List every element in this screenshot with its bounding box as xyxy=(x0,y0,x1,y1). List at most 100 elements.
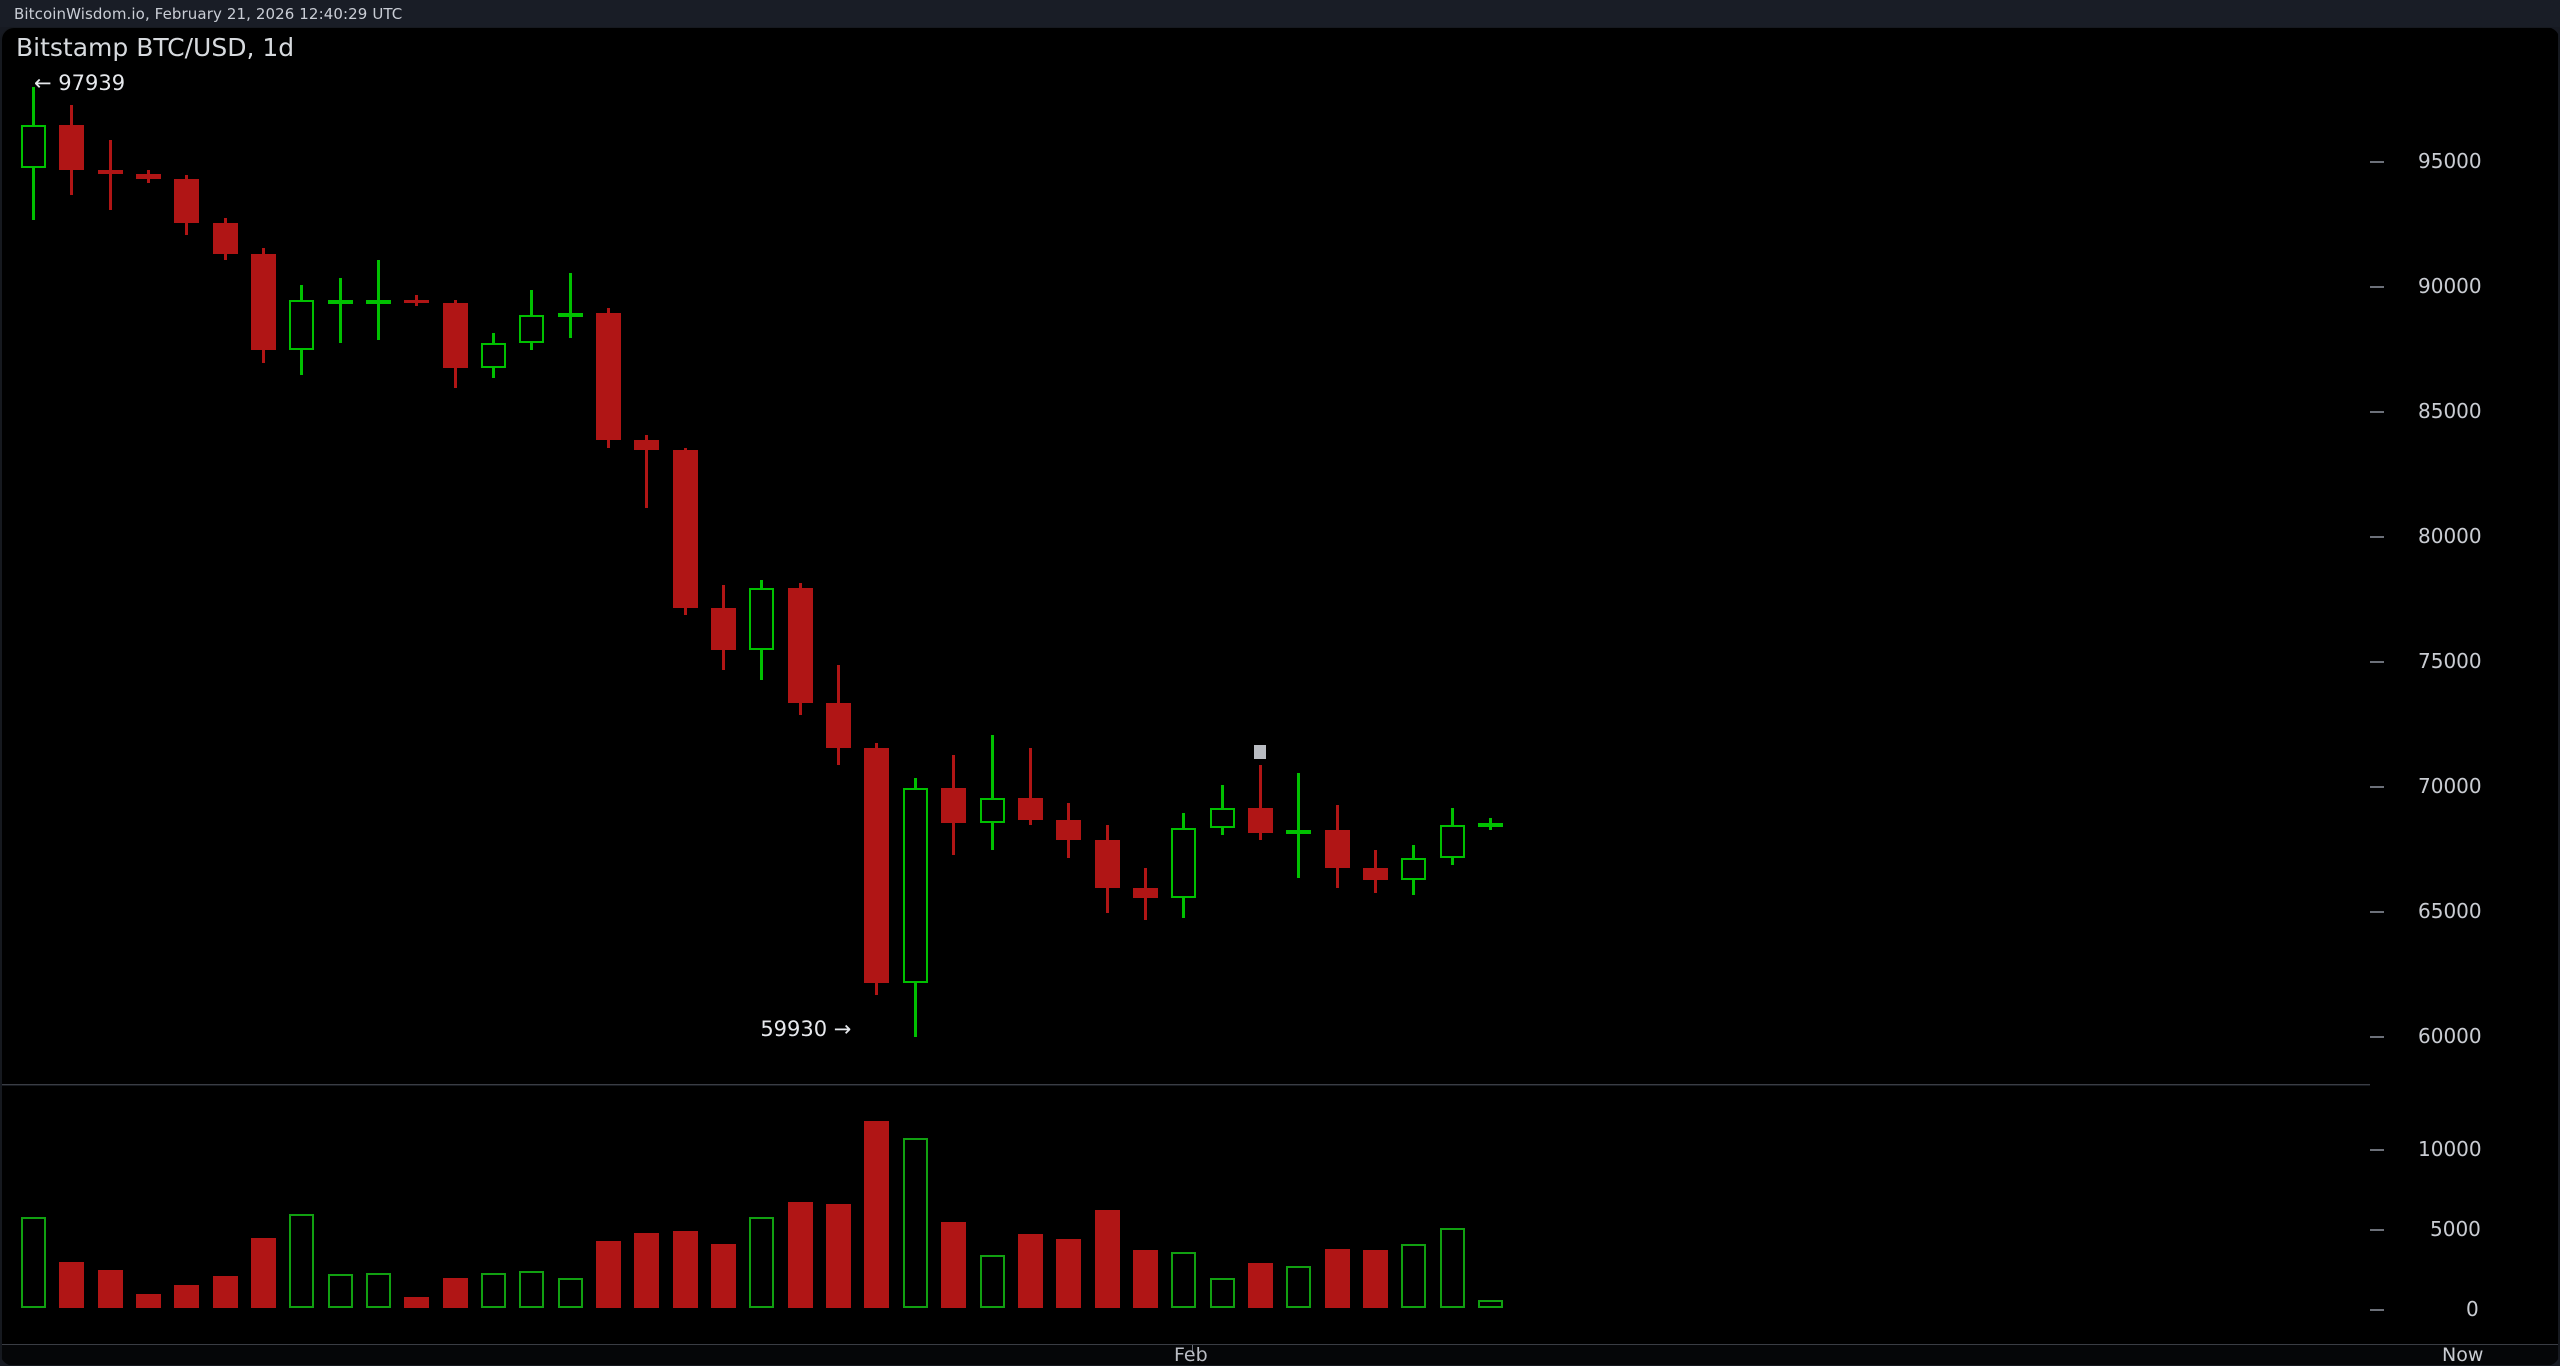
price-tick-label: 65000 xyxy=(2418,899,2482,923)
candle-body xyxy=(289,300,315,350)
candle-body xyxy=(21,125,46,168)
candle-wick xyxy=(108,140,112,210)
volume-bar-0 xyxy=(21,1216,46,1308)
volume-bar-8 xyxy=(327,1274,353,1308)
volume-bar-31 xyxy=(1209,1277,1235,1308)
candle-body xyxy=(864,747,890,983)
candle-body xyxy=(481,342,507,368)
candle-wick xyxy=(568,272,572,338)
candle-body xyxy=(826,702,852,748)
time-axis-strip[interactable]: Feb Now xyxy=(2,1344,2558,1366)
volume-bar-5 xyxy=(212,1276,238,1308)
candle-body xyxy=(749,587,775,650)
volume-bar-24 xyxy=(941,1221,967,1308)
volume-bar-6 xyxy=(251,1237,277,1308)
volume-bar-33 xyxy=(1286,1266,1312,1308)
volume-bar-4 xyxy=(174,1284,200,1308)
candle-wick xyxy=(1028,747,1032,825)
right-axis-gutter[interactable]: 95000 90000 85000 80000 75000 70000 65000 60000… xyxy=(2370,28,2558,1345)
pane-divider xyxy=(2,1084,2370,1085)
volume-tick-label: 0 xyxy=(2466,1297,2479,1321)
app-header-bar: BitcoinWisdom.io, February 21, 2026 12:4… xyxy=(0,0,2560,27)
price-tick xyxy=(2370,661,2384,663)
price-tick xyxy=(2370,911,2384,913)
candle-body xyxy=(1209,807,1235,828)
volume-tick-label: 5000 xyxy=(2430,1217,2481,1241)
candle-body xyxy=(1017,797,1043,820)
candle-body xyxy=(711,607,737,650)
price-tick xyxy=(2370,286,2384,288)
price-tick-label: 80000 xyxy=(2418,524,2482,548)
candle-body xyxy=(59,125,85,170)
volume-bar-26 xyxy=(1017,1234,1043,1308)
price-tick xyxy=(2370,411,2384,413)
price-tick xyxy=(2370,786,2384,788)
period-high-annotation: ← 97939 xyxy=(34,70,126,95)
volume-bar-25 xyxy=(979,1255,1005,1308)
chart-title-label: Bitstamp BTC/USD, 1d xyxy=(16,33,295,62)
candle-body xyxy=(366,300,392,304)
time-axis-label-feb: Feb xyxy=(1174,1344,1208,1366)
candle-body xyxy=(327,300,353,304)
volume-bar-16 xyxy=(634,1232,660,1308)
candle-body xyxy=(1439,825,1465,858)
volume-tick xyxy=(2370,1149,2384,1151)
volume-bar-28 xyxy=(1094,1210,1120,1308)
candle-body xyxy=(902,787,928,983)
price-tick xyxy=(2370,536,2384,538)
candle-body xyxy=(1362,867,1388,880)
price-tick-label: 70000 xyxy=(2418,774,2482,798)
volume-chart-pane[interactable] xyxy=(2,1086,2370,1345)
volume-bar-3 xyxy=(136,1293,162,1308)
volume-tick xyxy=(2370,1229,2384,1231)
candle-body xyxy=(557,312,583,317)
candle-body xyxy=(596,312,622,440)
candle-body xyxy=(1132,887,1158,898)
candle-wick xyxy=(990,735,994,850)
candle-body xyxy=(634,440,660,450)
candle-body xyxy=(1171,827,1197,898)
candle-body xyxy=(251,253,277,350)
volume-bar-22 xyxy=(864,1120,890,1308)
volume-bar-35 xyxy=(1362,1250,1388,1308)
candle-body xyxy=(1401,857,1427,880)
crosshair-cursor-marker xyxy=(1254,745,1267,759)
price-chart-pane[interactable]: Bitstamp BTC/USD, 1d ← 97939 59930 → xyxy=(2,28,2370,1084)
candle-body xyxy=(672,450,698,608)
candle-body xyxy=(787,587,813,703)
site-timestamp-label: BitcoinWisdom.io, February 21, 2026 12:4… xyxy=(14,5,403,23)
price-tick-label: 85000 xyxy=(2418,399,2482,423)
volume-bar-15 xyxy=(596,1240,622,1308)
volume-bar-11 xyxy=(442,1277,468,1308)
candle-body xyxy=(442,302,468,368)
volume-bar-7 xyxy=(289,1213,315,1308)
volume-bar-21 xyxy=(826,1204,852,1308)
volume-bar-17 xyxy=(672,1231,698,1308)
volume-bar-38 xyxy=(1477,1300,1503,1308)
candle-body xyxy=(1324,830,1350,868)
volume-bar-12 xyxy=(481,1272,507,1308)
candle-wick xyxy=(338,277,342,343)
candle-body xyxy=(212,222,238,254)
price-tick-label: 60000 xyxy=(2418,1024,2482,1048)
candle-body xyxy=(404,300,430,303)
volume-bar-14 xyxy=(557,1277,583,1308)
volume-bar-23 xyxy=(902,1138,928,1308)
volume-bar-37 xyxy=(1439,1228,1465,1308)
volume-bar-13 xyxy=(519,1271,545,1308)
volume-bar-1 xyxy=(59,1261,85,1308)
volume-bar-19 xyxy=(749,1216,775,1308)
candle-body xyxy=(1477,822,1503,827)
volume-bar-30 xyxy=(1171,1252,1197,1308)
candle-body xyxy=(136,173,162,179)
volume-bar-9 xyxy=(366,1272,392,1308)
period-low-annotation: 59930 → xyxy=(760,1016,852,1041)
volume-bar-18 xyxy=(711,1244,737,1308)
volume-bar-32 xyxy=(1247,1263,1273,1308)
candle-body xyxy=(1056,820,1082,840)
time-axis-label-now: Now xyxy=(2442,1344,2484,1366)
candle-wick xyxy=(1297,772,1301,878)
volume-bar-29 xyxy=(1132,1250,1158,1308)
chart-frame: Bitstamp BTC/USD, 1d ← 97939 59930 → 950… xyxy=(0,27,2560,1366)
